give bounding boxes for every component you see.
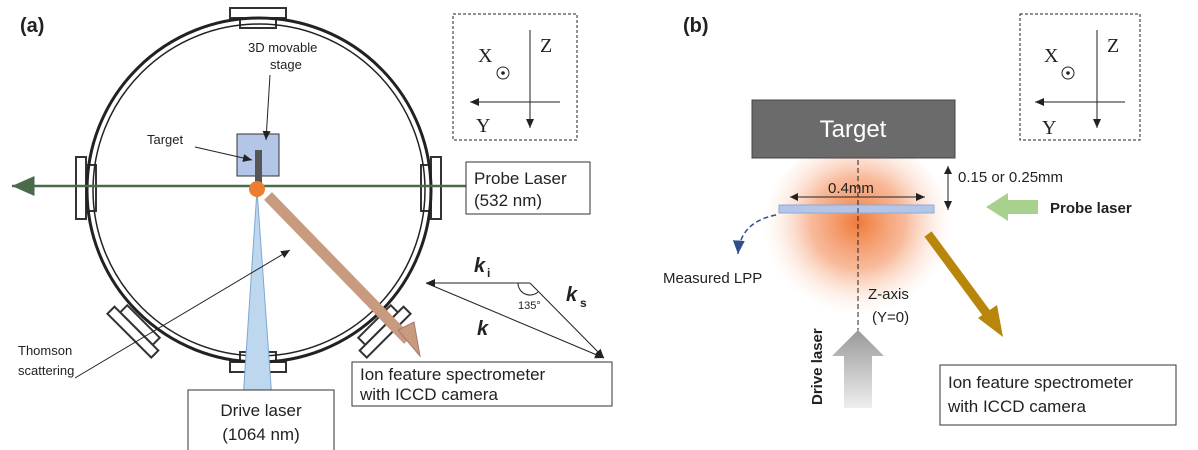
- probe-label: (532 nm): [474, 191, 542, 210]
- panel-a: (a) 3D movable stage Target Thomson scat…: [12, 8, 612, 450]
- probe-label: Probe laser: [1050, 200, 1132, 217]
- panel-label: (a): [20, 15, 44, 37]
- plasma: [249, 181, 265, 197]
- axis-label: Z: [1107, 35, 1119, 57]
- k-label: k: [477, 318, 489, 340]
- spectrometer-label: with ICCD camera: [359, 385, 498, 404]
- pointer: [266, 75, 270, 140]
- axis-label: Y: [476, 115, 490, 137]
- axis-label: Z: [540, 35, 552, 57]
- gap-label: 0.15 or 0.25mm: [958, 169, 1063, 186]
- probe-region: [779, 205, 934, 213]
- zaxis-label: Z-axis: [868, 286, 909, 303]
- drive-label: (1064 nm): [222, 425, 299, 444]
- axis-label: Y: [1042, 117, 1056, 139]
- thomson-label: scattering: [18, 363, 74, 378]
- thomson-label: Thomson: [18, 343, 72, 358]
- axes-box: [1020, 14, 1140, 140]
- probe-label: Probe Laser: [474, 169, 567, 188]
- target-label: Target: [147, 132, 184, 147]
- k-vector: [426, 283, 604, 358]
- ks-sub: s: [580, 296, 587, 310]
- spectrometer-label: Ion feature spectrometer: [948, 373, 1134, 392]
- angle-arc: [518, 283, 538, 295]
- figure: (a) 3D movable stage Target Thomson scat…: [0, 0, 1198, 450]
- probe-arrow: [986, 193, 1038, 221]
- axis-label: X: [1044, 45, 1059, 67]
- target-label: Target: [820, 116, 887, 143]
- panel-b: (b) Target 0.4mm 0.15 or 0.25mm Probe la…: [663, 14, 1176, 425]
- ks-label: k: [566, 284, 578, 306]
- width-label: 0.4mm: [828, 180, 874, 197]
- axes-box: [453, 14, 577, 140]
- lpp-label: Measured LPP: [663, 270, 762, 287]
- drive-arrow: [832, 330, 884, 408]
- stage-label: stage: [270, 57, 302, 72]
- spectrometer-label: Ion feature spectrometer: [360, 365, 546, 384]
- drive-label: Drive laser: [809, 328, 826, 405]
- ki-sub: i: [487, 266, 490, 280]
- scatter-beam: [268, 196, 408, 340]
- target-rod: [255, 150, 262, 184]
- angle-label: 135°: [518, 300, 541, 312]
- stage-label: 3D movable: [248, 40, 317, 55]
- zaxis-label: (Y=0): [872, 309, 909, 326]
- drive-beam: [243, 190, 272, 400]
- ki-label: k: [474, 255, 486, 277]
- axis-label: X: [478, 45, 493, 67]
- panel-label: (b): [683, 15, 709, 37]
- spectrometer-label: with ICCD camera: [947, 397, 1086, 416]
- drive-label: Drive laser: [220, 401, 302, 420]
